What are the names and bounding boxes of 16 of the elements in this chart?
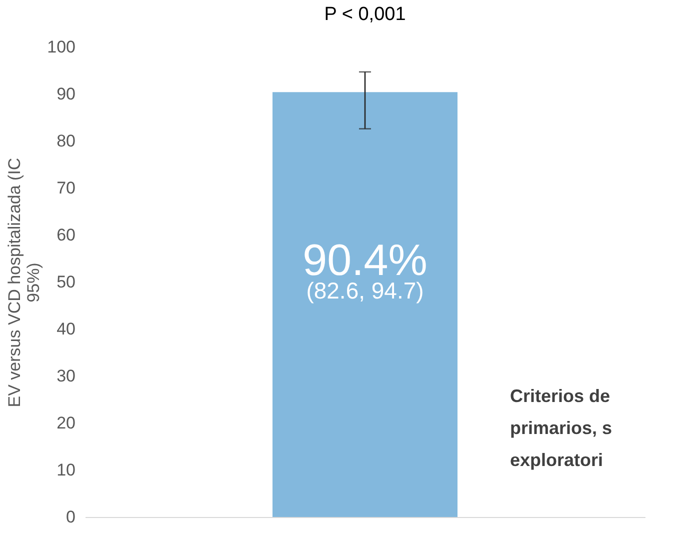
y-tick-label: 10 (56, 460, 76, 480)
y-tick-label: 90 (56, 84, 76, 104)
annotation: exploratori (510, 450, 604, 470)
y-tick-label: 80 (56, 132, 76, 150)
y-tick-label: 70 (56, 178, 76, 198)
y-tick-label: 40 (56, 320, 76, 338)
y-axis-title: EV versus VCD hospitalizada (IC 95%) (5, 158, 44, 408)
chart-title: P < 0,001 (324, 4, 406, 25)
annotation: Criterios de (510, 386, 610, 406)
y-tick-label: 60 (56, 226, 76, 244)
y-tick-label: 20 (56, 414, 76, 432)
y-tick-label: 30 (56, 366, 76, 386)
y-tick-label: 0 (66, 508, 76, 526)
y-tick-label: 50 (56, 272, 76, 292)
annotation: primarios, s (510, 418, 612, 438)
y-tick-label: 100 (47, 38, 76, 56)
